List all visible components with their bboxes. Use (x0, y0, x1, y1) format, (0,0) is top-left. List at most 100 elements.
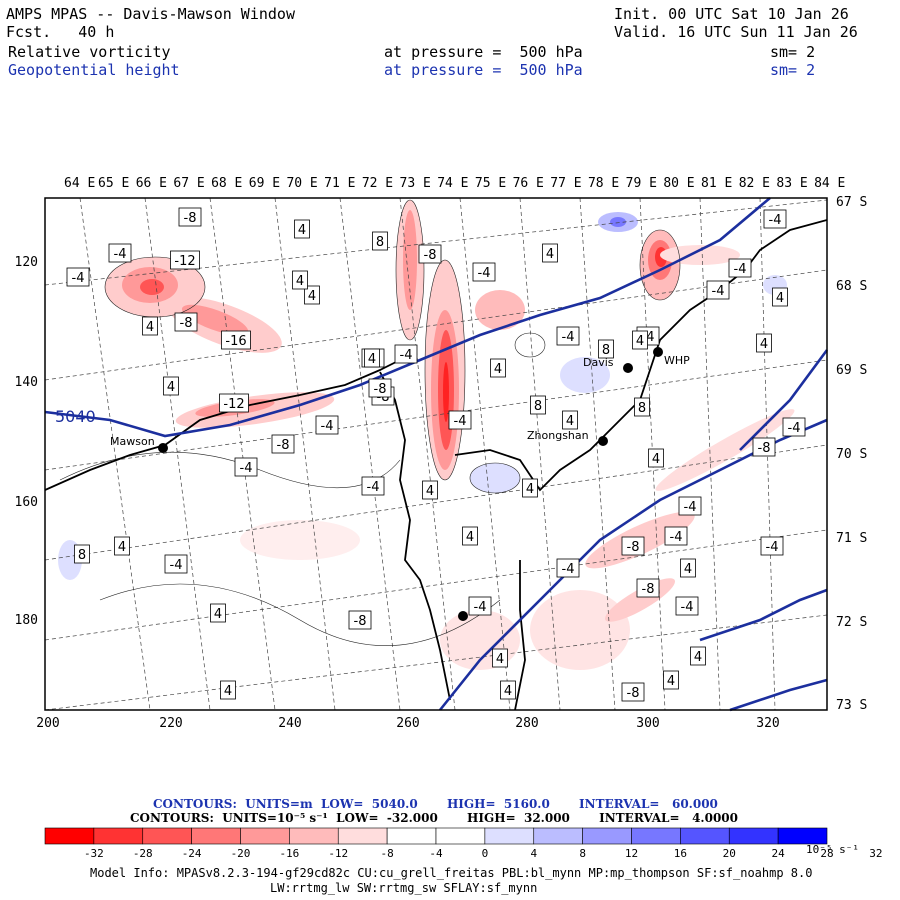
contour-value-label: -4 (678, 496, 702, 516)
contour-value-label: 8 (598, 339, 614, 359)
x-tick-label: 240 (278, 716, 302, 731)
longitude-label: 78 E (587, 176, 620, 191)
legend-height: CONTOURS: UNITS=m LOW= 5040.0 HIGH= 5160… (153, 797, 718, 811)
valid-time: Valid. 16 UTC Sun 11 Jan 26 (614, 23, 858, 41)
colorbar-segment (435, 827, 486, 845)
colorbar-label: 0 (481, 847, 489, 860)
x-tick-label: 300 (636, 716, 660, 731)
colorbar-segment (777, 827, 828, 845)
contour-value-label: -4 (448, 410, 472, 430)
longitude-label: 84 E (814, 176, 846, 191)
map-title: AMPS MPAS -- Davis-Mawson Window (6, 5, 295, 23)
colorbar-label: -28 (132, 847, 153, 860)
svg-text:-12: -12 (174, 254, 195, 269)
contour-value-label: -4 (315, 415, 339, 435)
contour-value-label: -4 (472, 262, 496, 282)
svg-text:-4: -4 (712, 284, 725, 299)
svg-text:-8: -8 (354, 614, 367, 629)
longitude-label: 71 E (324, 176, 356, 191)
longitude-label: 82 E (738, 176, 770, 191)
contour-value-label: 8 (634, 397, 650, 417)
svg-text:-8: -8 (424, 248, 437, 263)
contour-value-label: -8 (752, 437, 776, 457)
contour-value-label: 4 (663, 670, 679, 690)
svg-text:-4: -4 (474, 600, 487, 615)
contour-value-label: 4 (772, 287, 788, 307)
contour-value-label: -8 (348, 610, 372, 630)
colorbar-label: -12 (328, 847, 349, 860)
colorbar-segment (240, 827, 290, 845)
svg-text:-4: -4 (454, 414, 467, 429)
y-tick-label: 140 (14, 375, 38, 390)
longitude-label: 76 E (512, 176, 544, 191)
colorbar-segment (728, 827, 779, 845)
contour-value-label: 8 (530, 395, 546, 415)
contour-value-label: 4 (648, 448, 664, 468)
svg-text:4: 4 (118, 540, 126, 555)
graticule (45, 198, 827, 710)
contour-value-label: -8 (174, 312, 198, 332)
longitude-label: 72 E (361, 176, 394, 191)
field2-level: at pressure = 500 hPa (384, 61, 583, 79)
forecast-hour: Fcst. 40 h (6, 23, 115, 41)
contour-value-label: 4 (422, 480, 438, 500)
station-label-zhongshan: Zhongshan (527, 429, 589, 442)
contour-value-label: 4 (163, 376, 179, 396)
contour-value-label: -4 (728, 258, 752, 278)
x-tick-label: 200 (36, 716, 60, 731)
svg-text:8: 8 (78, 548, 86, 563)
y-tick-label: 120 (14, 255, 38, 270)
longitude-label: 83 E (776, 176, 808, 191)
colorbar-segment (386, 827, 437, 845)
svg-text:4: 4 (636, 334, 644, 349)
init-time: Init. 00 UTC Sat 10 Jan 26 (614, 5, 849, 23)
svg-text:4: 4 (426, 484, 434, 499)
footer-line2: LW:rrtmg_lw SW:rrtmg_sw SFLAY:sf_mynn (270, 881, 538, 895)
colorbar-segment (142, 827, 192, 845)
contour-value-label: -4 (468, 596, 492, 616)
colorbar-label: 32 (869, 847, 883, 860)
contour-value-label: -4 (108, 243, 132, 263)
contour-value-label: 4 (364, 348, 380, 368)
contour-value-label: 8 (74, 544, 90, 564)
longitude-label: 81 E (701, 176, 733, 191)
svg-text:-4: -4 (321, 419, 334, 434)
contour-value-labels: -8-4-12-448-8-44-4-4-844-1644-4-44-4-484… (66, 207, 806, 702)
colorbar-segment (44, 827, 95, 845)
contour-value-label: 4 (500, 680, 516, 700)
svg-text:-4: -4 (562, 562, 575, 577)
colorbar-label: -4 (429, 847, 443, 860)
longitude-label: 75 E (474, 176, 507, 191)
field1-sm: sm= 2 (770, 43, 816, 61)
contour-value-label: -8 (636, 578, 660, 598)
svg-text:-4: -4 (788, 421, 801, 436)
latitude-label: 70 S (836, 447, 868, 462)
station-whp-marker (653, 347, 663, 357)
svg-text:4: 4 (760, 337, 768, 352)
svg-text:8: 8 (534, 399, 542, 414)
contour-value-label: -12 (219, 393, 249, 413)
longitude-label: 64 E (64, 176, 96, 191)
field1-level: at pressure = 500 hPa (384, 43, 583, 61)
colorbar-segment (533, 827, 583, 845)
colorbar-segment (337, 827, 388, 845)
colorbar-segment (191, 827, 241, 845)
contour-value-label: 4 (490, 358, 506, 378)
field2-sm: sm= 2 (770, 61, 816, 79)
contour-value-label: -4 (706, 280, 730, 300)
contour-value-label: 4 (292, 270, 308, 290)
contour-value-label: 4 (294, 219, 310, 239)
svg-text:4: 4 (214, 607, 222, 622)
height-label: 5040 (55, 407, 96, 426)
latitude-label: 68 S (836, 279, 868, 294)
svg-text:-4: -4 (766, 540, 779, 555)
y-tick-label: 160 (14, 495, 38, 510)
station-markers (158, 347, 663, 621)
contour-value-label: -16 (221, 330, 251, 350)
contour-value-label: 4 (114, 536, 130, 556)
colorbar-label: -24 (181, 847, 202, 860)
latitude-label: 71 S (836, 531, 868, 546)
coastline (45, 219, 827, 710)
colorbar-label: 16 (673, 847, 687, 860)
